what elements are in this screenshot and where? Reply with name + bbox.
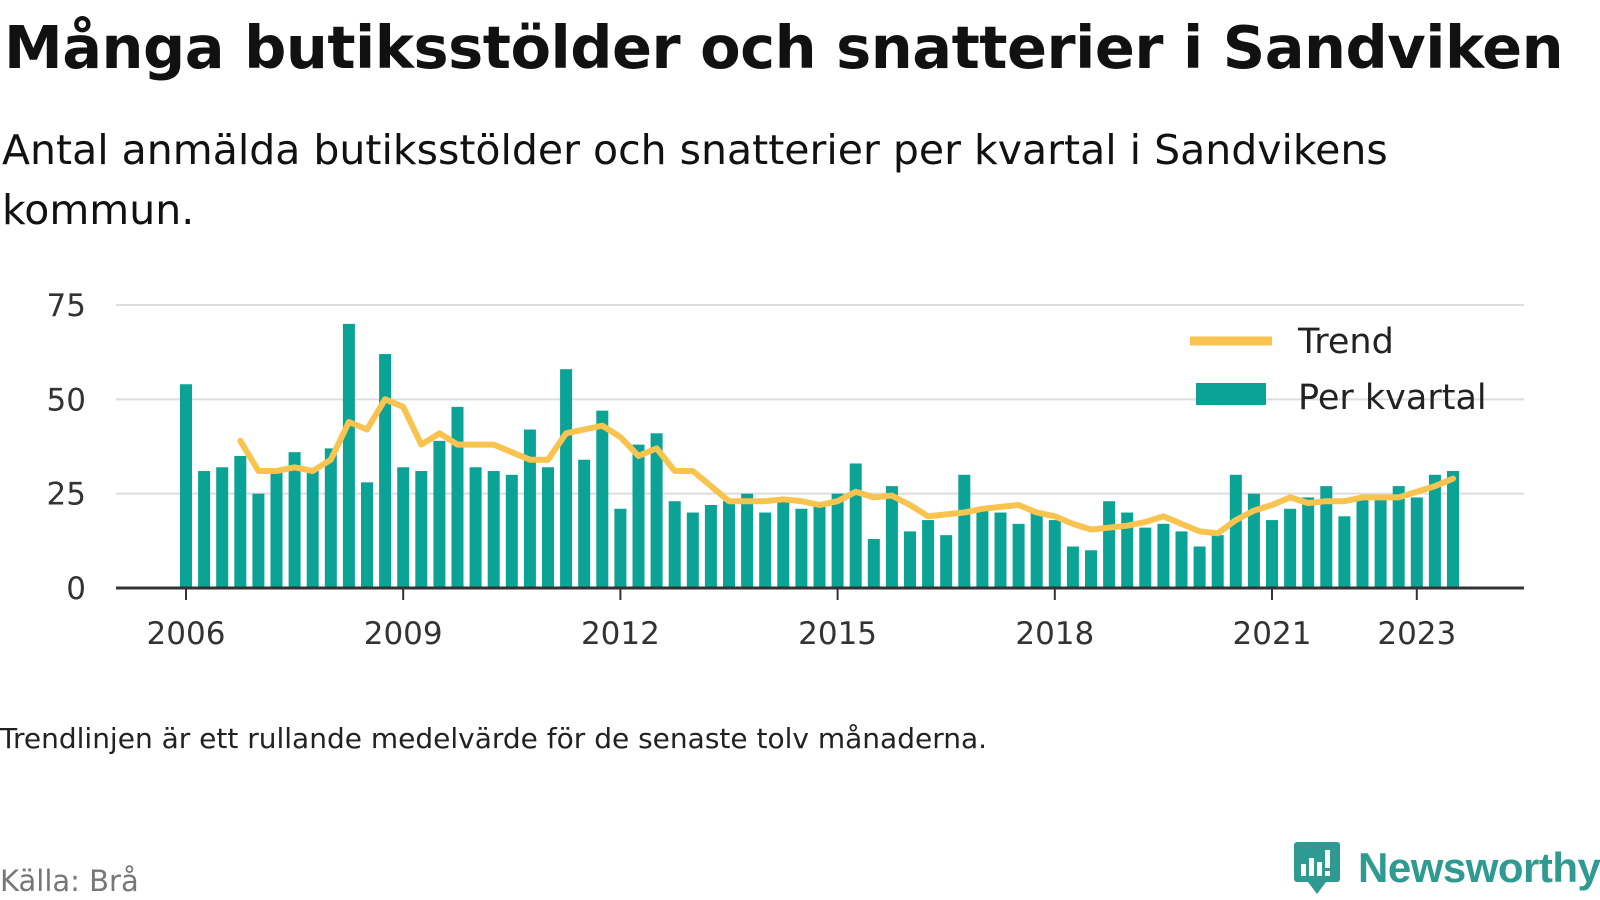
bar: [234, 455, 247, 588]
bar: [1392, 486, 1405, 588]
bar: [1175, 531, 1188, 588]
x-tick-label: 2012: [581, 616, 660, 652]
bar: [632, 444, 645, 588]
bar: [831, 493, 844, 588]
bar: [216, 467, 229, 588]
trend-line: [237, 396, 1456, 537]
bar: [324, 448, 337, 588]
legend-bar-label: Per kvartal: [1298, 378, 1487, 418]
bar: [885, 486, 898, 588]
bar: [867, 538, 880, 588]
bar: [1338, 516, 1351, 588]
bar: [542, 467, 554, 588]
bar: [415, 471, 428, 588]
bar: [759, 512, 772, 588]
bar: [379, 354, 392, 588]
bar: [397, 467, 410, 588]
x-axis-ticks: 2006 2009 2012 2015 2018 2021 2023: [147, 588, 1456, 652]
bar: [741, 493, 754, 588]
bar: [1066, 546, 1079, 588]
bar: [813, 504, 826, 588]
bar: [1356, 497, 1369, 588]
y-tick-label: 50: [47, 382, 86, 418]
brand-logo[interactable]: Newsworthy: [1292, 840, 1600, 896]
bar: [795, 508, 808, 588]
bar-line-chart: 0 25 50 75 2006 2009 2012 2015 2018 2021 2023 Tre…: [47, 288, 1524, 652]
bar: [505, 474, 518, 588]
bar: [180, 384, 192, 588]
bar: [1012, 523, 1025, 588]
trend-note: Trendlinjen är ett rullande medelvärde f…: [0, 722, 988, 755]
bar: [1085, 550, 1097, 588]
newsworthy-logo-icon: [1294, 842, 1340, 894]
bar-series: [180, 323, 1459, 588]
bar: [1374, 497, 1387, 588]
y-tick-label: 0: [66, 571, 86, 607]
bar: [1229, 474, 1242, 588]
x-tick-label: 2021: [1233, 616, 1312, 652]
bar: [976, 508, 989, 588]
bar: [1193, 546, 1206, 588]
bar: [1048, 520, 1061, 588]
bar: [777, 501, 790, 588]
bar: [1103, 501, 1116, 588]
bar: [270, 471, 283, 588]
bar: [198, 471, 211, 588]
bar: [723, 501, 735, 588]
bar: [1266, 520, 1278, 588]
bar: [1157, 523, 1170, 588]
bar: [1284, 508, 1297, 588]
bar: [849, 463, 862, 588]
bar: [451, 406, 464, 588]
y-tick-label: 25: [47, 477, 86, 513]
bar: [523, 429, 536, 588]
bar: [487, 471, 500, 588]
bar: [306, 471, 319, 588]
bar: [686, 512, 699, 588]
bar: [252, 493, 265, 588]
x-tick-label: 2015: [798, 616, 877, 652]
bar: [904, 531, 916, 588]
bar: [578, 459, 591, 588]
legend-bar-swatch: [1196, 383, 1266, 405]
bar: [342, 323, 355, 588]
x-tick-label: 2023: [1377, 616, 1456, 652]
bar: [1320, 486, 1333, 588]
bar: [614, 508, 627, 588]
bar: [1428, 474, 1441, 588]
brand-name: Newsworthy: [1358, 844, 1600, 891]
bar: [361, 482, 373, 588]
bar: [1030, 512, 1043, 588]
bar: [958, 474, 971, 588]
bar: [288, 452, 301, 588]
bar: [1139, 527, 1152, 588]
bar: [560, 369, 573, 588]
bar: [940, 535, 953, 588]
bar: [1121, 512, 1134, 588]
y-tick-label: 75: [47, 288, 86, 324]
bar: [650, 433, 663, 588]
bar: [668, 501, 681, 588]
bar: [922, 520, 935, 588]
bar: [994, 512, 1007, 588]
chart-subtitle: Antal anmälda butiksstölder och snatteri…: [2, 126, 1388, 234]
chart-title: Många butiksstölder och snatterier i San…: [4, 13, 1564, 82]
bar: [433, 440, 446, 588]
bar: [469, 467, 482, 588]
bar: [1447, 471, 1459, 588]
bar: [596, 410, 609, 588]
y-axis-ticks: 0 25 50 75: [47, 288, 86, 607]
bar: [1302, 497, 1315, 588]
bar: [1211, 535, 1224, 588]
bar: [1410, 497, 1423, 588]
x-tick-label: 2006: [147, 616, 226, 652]
bar: [1247, 493, 1260, 588]
bar: [704, 504, 717, 588]
legend-trend-label: Trend: [1297, 322, 1394, 362]
legend: Trend Per kvartal: [1190, 322, 1487, 418]
x-tick-label: 2009: [364, 616, 443, 652]
x-tick-label: 2018: [1015, 616, 1094, 652]
source-label: Källa: Brå: [0, 864, 139, 898]
